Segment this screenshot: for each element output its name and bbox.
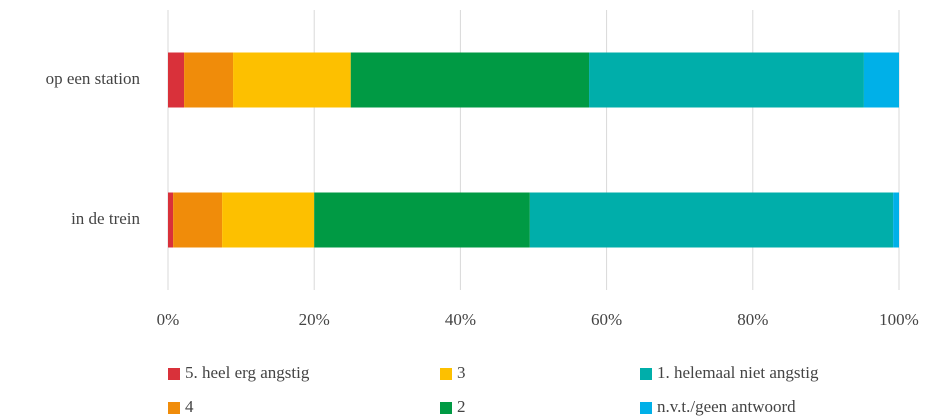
legend-swatch bbox=[440, 402, 452, 414]
bar-segment bbox=[184, 52, 234, 108]
legend-swatch bbox=[168, 368, 180, 380]
bar-segment bbox=[863, 52, 899, 108]
legend-label: 3 bbox=[457, 363, 466, 382]
bar-segment bbox=[314, 192, 530, 248]
x-tick-label: 60% bbox=[591, 310, 622, 329]
bar-segment bbox=[350, 52, 590, 108]
bar-segment bbox=[173, 192, 223, 248]
x-tick-label: 40% bbox=[445, 310, 476, 329]
bar-segment bbox=[222, 192, 315, 248]
legend-label: 5. heel erg angstig bbox=[185, 363, 310, 382]
bar-segment bbox=[168, 52, 185, 108]
x-tick-label: 80% bbox=[737, 310, 768, 329]
bar-segment bbox=[233, 52, 351, 108]
x-tick-label: 20% bbox=[299, 310, 330, 329]
legend-label: 2 bbox=[457, 397, 466, 416]
legend-swatch bbox=[168, 402, 180, 414]
bar-segment bbox=[168, 192, 174, 248]
legend-swatch bbox=[440, 368, 452, 380]
legend-label: 4 bbox=[185, 397, 194, 416]
legend-label: n.v.t./geen antwoord bbox=[657, 397, 796, 416]
bar-segment bbox=[529, 192, 894, 248]
x-tick-label: 100% bbox=[879, 310, 919, 329]
x-tick-label: 0% bbox=[157, 310, 180, 329]
legend-swatch bbox=[640, 368, 652, 380]
y-tick-label: in de trein bbox=[71, 209, 140, 228]
legend-swatch bbox=[640, 402, 652, 414]
y-tick-label: op een station bbox=[46, 69, 141, 88]
bar-segment bbox=[589, 52, 864, 108]
bar-segment bbox=[893, 192, 899, 248]
legend-label: 1. helemaal niet angstig bbox=[657, 363, 819, 382]
